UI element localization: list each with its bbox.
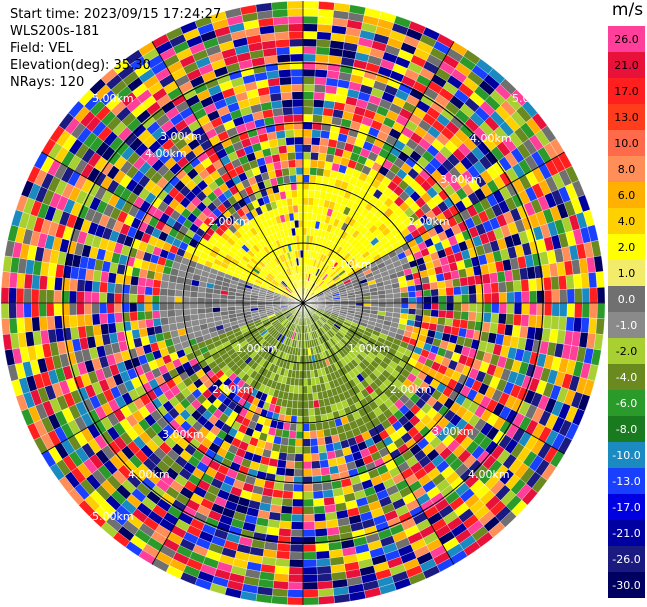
colorbar-swatch (608, 104, 645, 131)
colorbar-tick-label: 1.0 (618, 267, 636, 280)
range-label: 3.00km (440, 173, 482, 186)
colorbar-tick-label: 0.0 (618, 293, 636, 306)
range-label: 3.00km (432, 425, 474, 438)
range-label: 5.00km (92, 92, 134, 105)
colorbar-swatch (608, 364, 645, 391)
range-label: 1.00km (236, 342, 278, 355)
nrays-label: NRays: 120 (10, 75, 85, 90)
range-label: 2.00km (212, 383, 254, 396)
range-label: 2.00km (390, 383, 432, 396)
range-label: 4.00km (468, 468, 510, 481)
azimuth-spoke (151, 302, 304, 565)
colorbar-swatch (608, 520, 645, 547)
azimuth-spoke (41, 302, 304, 455)
colorbar-tick-label: 2.0 (618, 241, 636, 254)
colorbar-swatch (608, 546, 645, 573)
azimuth-spoke (41, 151, 304, 304)
colorbar-tick-label: -4.0 (616, 371, 637, 384)
range-label: 4.00km (470, 132, 512, 145)
colorbar-swatch (608, 78, 645, 105)
range-label: 2.00km (408, 215, 450, 228)
colorbar-tick-label: -10.0 (612, 449, 640, 462)
colorbar-tick-label: 10.0 (614, 137, 639, 150)
colorbar-tick-label: -1.0 (616, 319, 637, 332)
colorbar-tick-label: 4.0 (618, 215, 636, 228)
azimuth-spoke (151, 41, 304, 304)
colorbar-tick-label: -26.0 (612, 553, 640, 566)
colorbar-tick-label: -6.0 (616, 397, 637, 410)
range-label: 5.00km (512, 92, 554, 105)
colorbar-tick-label: -30.0 (612, 579, 640, 592)
colorbar-swatch (608, 312, 645, 339)
colorbar-swatch (608, 260, 645, 287)
azimuth-spoke (302, 302, 565, 455)
colorbar-tick-label: 21.0 (614, 59, 639, 72)
colorbar-swatch (608, 26, 645, 53)
colorbar-swatch (608, 52, 645, 79)
range-label: 2.00km (208, 215, 250, 228)
colorbar-tick-label: -21.0 (612, 527, 640, 540)
range-label: 3.00km (160, 130, 202, 143)
range-label: 5.00km (92, 510, 134, 523)
range-label: 4.00km (145, 147, 187, 160)
range-label: 1.00km (330, 258, 372, 271)
colorbar-swatch (608, 416, 645, 443)
ppi-radar-plot: 1.00km 1.00km 1.00km 2.00km 2.00km 2.00km 2.00… (0, 0, 606, 606)
colorbar-tick-label: 26.0 (614, 33, 639, 46)
azimuth-spoke (302, 41, 455, 304)
colorbar-tick-label: -17.0 (612, 501, 640, 514)
colorbar-tick-label: 8.0 (618, 163, 636, 176)
colorbar-tick-label: -8.0 (616, 423, 637, 436)
azimuth-spokes (1, 1, 605, 605)
colorbar: 26.0 21.0 17.0 13.0 10.0 8.0 6.0 4.0 2.0 1.0 0.0 -1… (608, 26, 645, 598)
colorbar-tick-label: -13.0 (612, 475, 640, 488)
range-label: 1.00km (348, 342, 390, 355)
range-label: 3.00km (162, 428, 204, 441)
colorbar-unit: m/s (611, 0, 644, 20)
azimuth-spoke (302, 302, 455, 565)
colorbar-swatch (608, 468, 645, 495)
range-label: 4.00km (128, 468, 170, 481)
velocity-gates (0, 0, 606, 606)
scan-info: Start time: 2023/09/15 17:24:27 WLS200s-… (10, 6, 221, 91)
colorbar-tick-label: -2.0 (616, 345, 637, 358)
colorbar-swatch (608, 286, 645, 313)
field-label: Field: VEL (10, 41, 73, 56)
colorbar-swatch (608, 130, 645, 157)
colorbar-swatch (608, 442, 645, 469)
colorbar-tick-label: 17.0 (614, 85, 639, 98)
azimuth-spoke (302, 151, 565, 304)
colorbar-tick-label: 6.0 (618, 189, 636, 202)
colorbar-swatch (608, 494, 645, 521)
instrument-label: WLS200s-181 (10, 24, 100, 39)
colorbar-tick-label: 13.0 (614, 111, 639, 124)
colorbar-swatch (608, 338, 645, 365)
elevation-label: Elevation(deg): 35.30 (10, 58, 151, 73)
range-labels: 1.00km 1.00km 1.00km 2.00km 2.00km 2.00km 2.00… (92, 92, 554, 523)
colorbar-swatch (608, 390, 645, 417)
start-time-label: Start time: 2023/09/15 17:24:27 (10, 7, 222, 22)
colorbar-swatch (608, 182, 645, 209)
colorbar-swatch (608, 572, 645, 598)
colorbar-swatch (608, 156, 645, 183)
colorbar-swatch (608, 208, 645, 235)
colorbar-swatch (608, 234, 645, 261)
